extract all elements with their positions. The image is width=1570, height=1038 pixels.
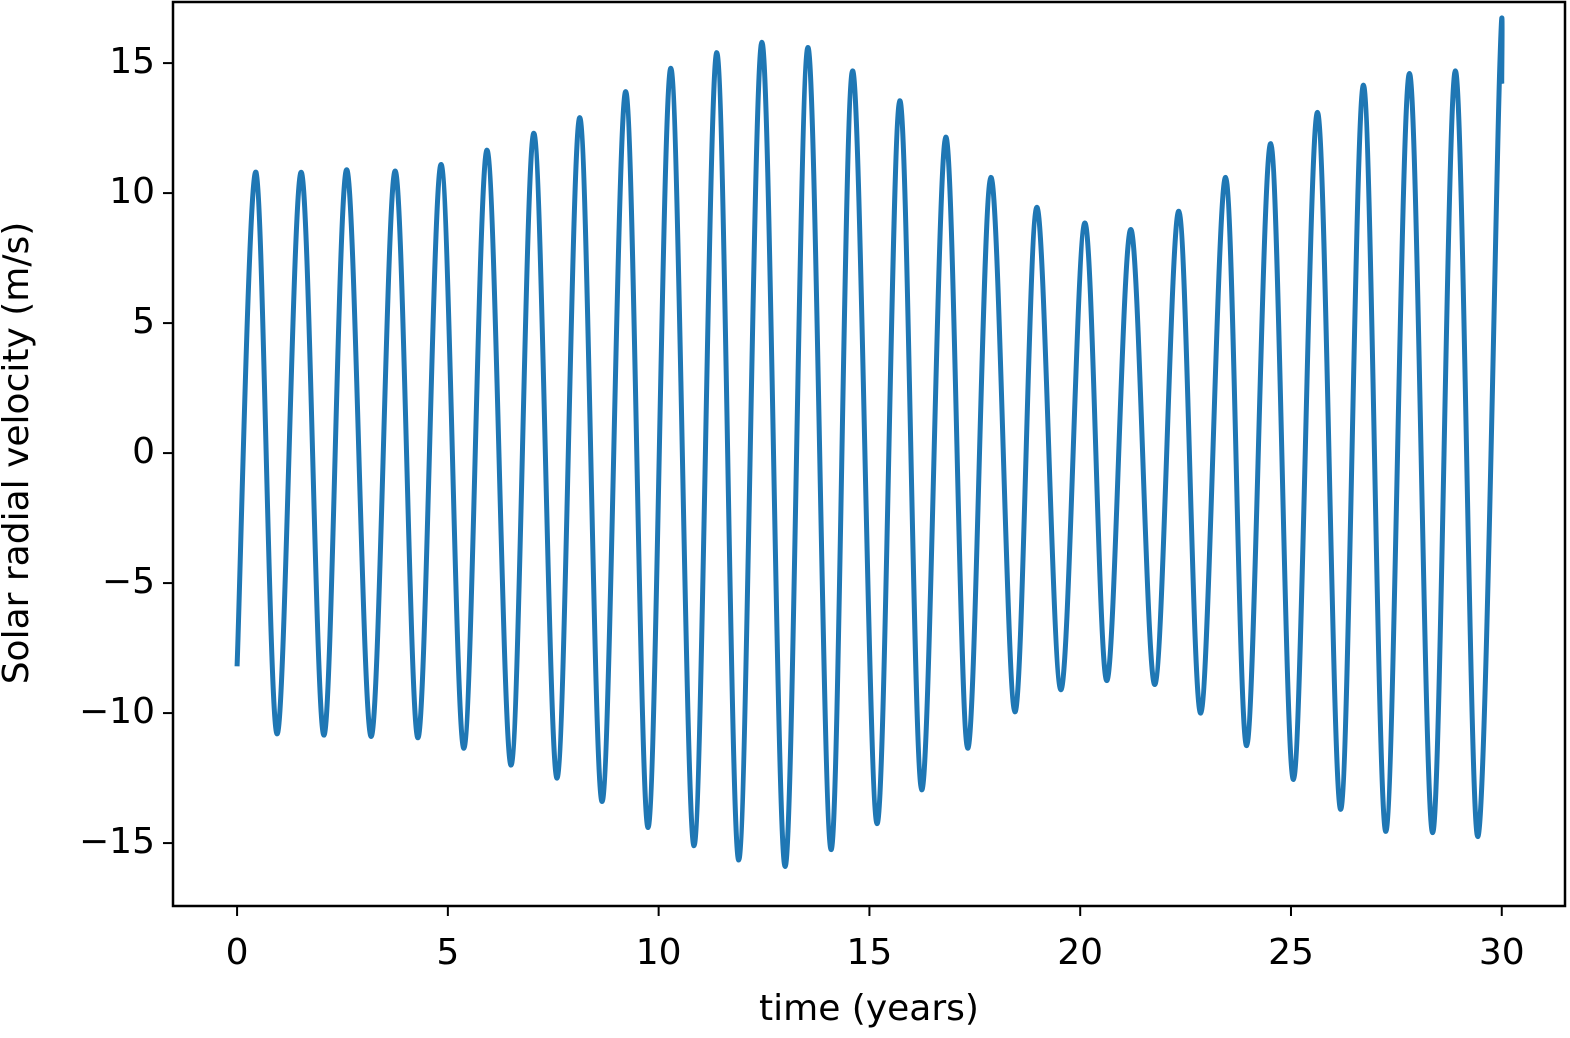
x-tick-label: 20 [1057,932,1103,973]
x-tick-label: 15 [847,932,893,973]
y-tick-label: 0 [132,431,155,472]
x-tick-label: 10 [636,932,682,973]
y-tick-label: −15 [79,821,155,862]
plot-frame [171,0,1567,908]
x-tick-label: 5 [436,932,459,973]
x-tick-label: 25 [1268,932,1314,973]
y-tick-label: −5 [102,561,155,602]
x-axis-label: time (years) [759,988,979,1029]
line-series [234,15,1505,869]
y-tick-label: 15 [109,41,155,82]
y-tick-label: 10 [109,171,155,212]
x-tick-label: 0 [226,932,249,973]
y-tick-label: 5 [132,301,155,342]
y-axis-label: Solar radial velocity (m/s) [0,222,37,685]
y-tick-label: −10 [79,691,155,732]
x-tick-label: 30 [1479,932,1525,973]
